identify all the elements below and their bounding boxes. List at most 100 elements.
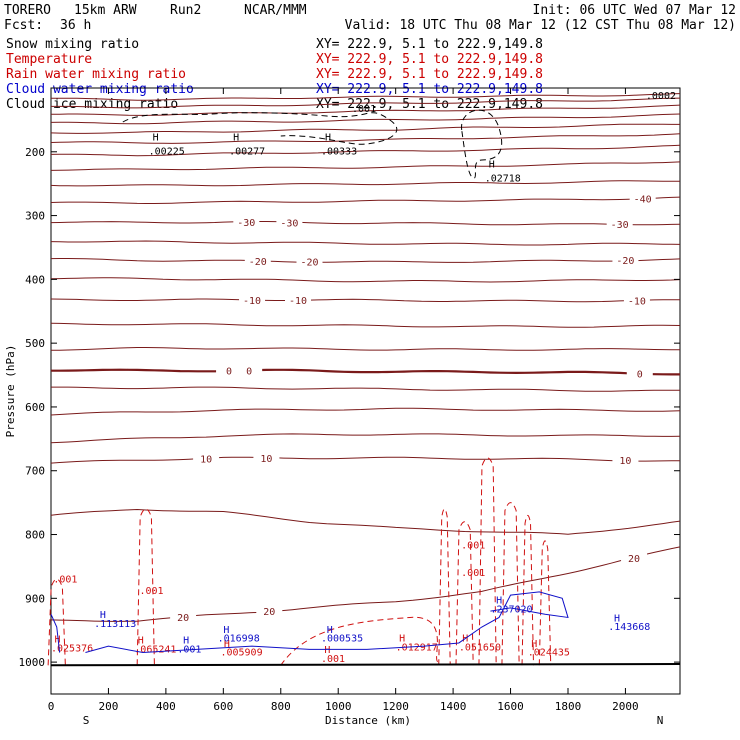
isotherm-line: [50, 322, 681, 328]
isotherm-line: [50, 240, 681, 246]
cloud-water-value-label: .001: [177, 645, 201, 656]
isotherm-label-bg: [296, 255, 323, 267]
x-tick-label: 1200: [382, 700, 409, 713]
x-tick-label: 1800: [555, 700, 582, 713]
isotherm-label: 10: [260, 454, 272, 465]
rain-high-marker: H: [462, 634, 468, 645]
cloud-ice-value-label: .00225: [149, 147, 185, 158]
rain-value-label: .001: [321, 654, 345, 665]
legend-name: Rain water mixing ratio: [6, 67, 186, 82]
isotherm-label-bg: [233, 216, 260, 228]
isotherm-label: 20: [263, 607, 275, 618]
isotherm-label-bg: [276, 216, 303, 228]
x-tick-label: 200: [99, 700, 119, 713]
isotherm-label-bg: [623, 294, 650, 306]
rain-value-label: .065241: [134, 645, 176, 656]
isotherm-line: [50, 456, 681, 464]
isotherm-label: -30: [237, 218, 255, 229]
x-tick-label: 600: [213, 700, 233, 713]
isotherm-label-bg: [256, 604, 283, 616]
cloud-ice-value-label: .00277: [229, 147, 265, 158]
rain-contour: [501, 502, 520, 666]
isotherm-label: -10: [289, 296, 307, 307]
isotherm-label: -30: [280, 218, 298, 229]
isotherm-line: [50, 180, 681, 187]
rain-contour-label: .001: [139, 586, 163, 597]
y-tick-label: 1000: [19, 656, 46, 669]
rain-contour: [438, 508, 451, 666]
init-time: Init: 06 UTC Wed 07 Mar 12: [533, 3, 737, 18]
legend-name: Cloud water mixing ratio: [6, 82, 194, 97]
cloud-water-value-label: .000535: [321, 634, 363, 645]
rain-contour: [478, 457, 497, 666]
isotherm-label-bg: [612, 254, 639, 266]
legend-xy: XY= 222.9, 5.1 to 222.9,149.8: [316, 37, 543, 52]
cloud-water-high-marker: H: [183, 636, 189, 647]
x-tick-label: 1000: [325, 700, 352, 713]
y-tick-label: 500: [25, 337, 45, 350]
cloud-water-high-marker: H: [496, 595, 502, 606]
cloud-ice-high-marker: H: [153, 133, 159, 144]
isotherm-label: -20: [249, 257, 267, 268]
isotherm-label-bg: [236, 364, 263, 376]
isotherm-line: [51, 347, 680, 351]
rain-high-marker: H: [531, 639, 537, 650]
isotherm-line: [51, 368, 680, 376]
rain-value-label: .051650: [459, 643, 501, 654]
direction-south: S: [83, 714, 90, 727]
isotherm-line: [51, 97, 681, 109]
isotherm-label-bg: [239, 293, 266, 305]
isotherm-label: 10: [619, 456, 631, 467]
isotherm-label: -30: [611, 220, 629, 231]
rain-value-label: .025376: [51, 643, 93, 654]
rain-contour: [455, 521, 474, 666]
fcst-label: Fcst:: [4, 18, 43, 33]
cloud-water-value-label: .016998: [218, 634, 260, 645]
y-axis-title: Pressure (hPa): [4, 345, 17, 438]
isotherm-label-bg: [285, 293, 312, 305]
run-label: Run2: [170, 3, 201, 18]
fcst-value: 36 h: [60, 18, 91, 33]
x-tick-label: 0: [48, 700, 55, 713]
legend-name: Cloud ice mixing ratio: [6, 97, 178, 112]
isotherm-label: -10: [243, 296, 261, 307]
isotherm-line: [50, 93, 681, 101]
isotherm-label: 10: [200, 454, 212, 465]
rain-high-marker: H: [138, 636, 144, 647]
isotherm-line: [50, 144, 681, 157]
cloud-water-value-label: .143668: [608, 622, 650, 633]
legend-xy: XY= 222.9, 5.1 to 222.9,149.8: [316, 67, 543, 82]
isotherm-lines: -40 -30 -30 -30 -20 -20 -20 -10 -10 -10 0 0 0 10 10 10 2…: [50, 93, 681, 624]
cloud-water-high-marker: H: [100, 610, 106, 621]
header: TORERO 15km ARW Run2 NCAR/MMM Init: 06 U…: [4, 3, 736, 33]
isotherm-label-bg: [170, 611, 197, 623]
cloud-ice-value-label: .02718: [485, 173, 521, 184]
cloud-ice-contour: [461, 109, 503, 179]
legend-name: Snow mixing ratio: [6, 37, 139, 52]
isotherm-line: [50, 433, 681, 444]
isotherm-label-bg: [193, 452, 220, 464]
isotherm-label-bg: [626, 367, 653, 379]
legend: Snow mixing ratio XY= 222.9, 5.1 to 222.9…: [6, 37, 543, 112]
rain-contours: .001.001.001.001H.025376H.065241H.005909…: [47, 457, 570, 666]
rain-value-label: .024435: [528, 648, 570, 659]
legend-xy: XY= 222.9, 5.1 to 222.9,149.8: [316, 97, 543, 112]
rain-high-marker: H: [399, 634, 405, 645]
cloud-ice-high-marker: H: [233, 133, 239, 144]
cloud-water-contours: H.113113H.016998H.001H.000535H.237020H.1…: [50, 591, 650, 656]
y-tick-label: 900: [25, 592, 45, 605]
cloud-water-high-marker: H: [223, 625, 229, 636]
isotherm-line: [50, 104, 681, 116]
rain-value-label: .012917: [396, 643, 438, 654]
rain-value-label: .005909: [220, 648, 262, 659]
org-label: NCAR/MMM: [244, 3, 307, 18]
isotherm-label-bg: [621, 551, 648, 563]
cloud-ice-high-marker: H: [325, 133, 331, 144]
rain-contour-label: .001: [461, 568, 485, 579]
y-tick-label: 800: [25, 529, 45, 542]
isotherm-label: -20: [616, 256, 634, 267]
isotherm-line: [50, 277, 681, 283]
isotherm-line: [50, 546, 681, 622]
isotherm-line: [50, 113, 681, 125]
isotherm-label: 0: [246, 367, 252, 378]
